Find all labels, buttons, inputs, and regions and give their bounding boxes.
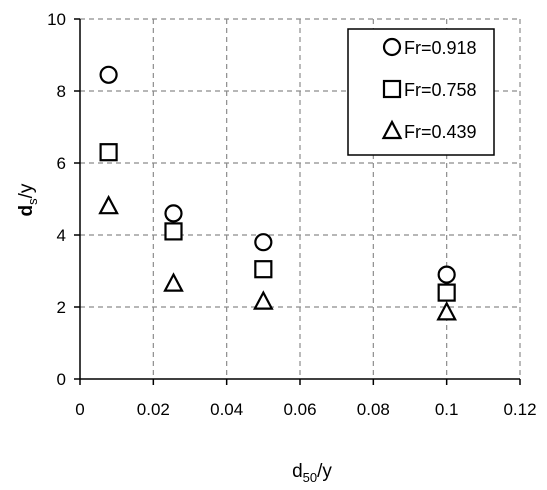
ticks-layer: 0 0.02 0.04 0.06 0.08 0.1 0.12 0 2 4 6 8 10 — [47, 10, 536, 419]
legend-label: Fr=0.918 — [404, 38, 477, 58]
y-axis-label: ds/y — [16, 183, 40, 216]
x-tick-label: 0.06 — [283, 400, 316, 419]
square-point — [437, 283, 456, 302]
legend: Fr=0.918 Fr=0.758 Fr=0.439 — [347, 28, 495, 156]
legend-square-marker — [382, 79, 402, 99]
y-axis-label-main: d — [16, 205, 37, 217]
square-point — [254, 260, 273, 279]
square-point — [99, 143, 118, 162]
x-tick-label: 0 — [75, 400, 84, 419]
legend-label: Fr=0.439 — [404, 122, 477, 142]
y-axis-label-sub: s — [25, 198, 40, 205]
x-axis-label: d50/y — [292, 461, 332, 485]
y-tick-label: 4 — [57, 226, 66, 245]
legend-label: Fr=0.758 — [404, 80, 477, 100]
triangle-point — [163, 272, 184, 292]
square-point — [164, 222, 183, 241]
legend-triangle-marker — [381, 119, 403, 140]
x-axis-label-sub: 50 — [303, 470, 317, 485]
circle-point — [437, 265, 456, 284]
legend-box — [347, 28, 495, 156]
x-tick-label: 0.1 — [435, 400, 459, 419]
y-axis-label-rest: /y — [16, 183, 37, 198]
x-tick-label: 0.04 — [210, 400, 243, 419]
triangle-point — [253, 290, 274, 310]
y-tick-label: 0 — [57, 370, 66, 389]
x-axis-label-main: d — [292, 461, 303, 482]
triangle-point — [436, 301, 457, 321]
x-tick-label: 0.08 — [357, 400, 390, 419]
y-tick-label: 10 — [47, 10, 66, 29]
points-layer — [98, 65, 457, 321]
circle-point — [99, 65, 118, 84]
x-tick-label: 0.12 — [503, 400, 536, 419]
y-tick-label: 6 — [57, 154, 66, 173]
y-tick-label: 8 — [57, 82, 66, 101]
legend-circle-marker — [382, 37, 402, 57]
y-tick-label: 2 — [57, 298, 66, 317]
circle-point — [164, 204, 183, 223]
x-tick-label: 0.02 — [137, 400, 170, 419]
triangle-point — [98, 194, 119, 215]
circle-point — [254, 233, 273, 252]
x-axis-label-rest: /y — [317, 461, 332, 482]
legend-items: Fr=0.918 Fr=0.758 Fr=0.439 — [381, 37, 477, 142]
